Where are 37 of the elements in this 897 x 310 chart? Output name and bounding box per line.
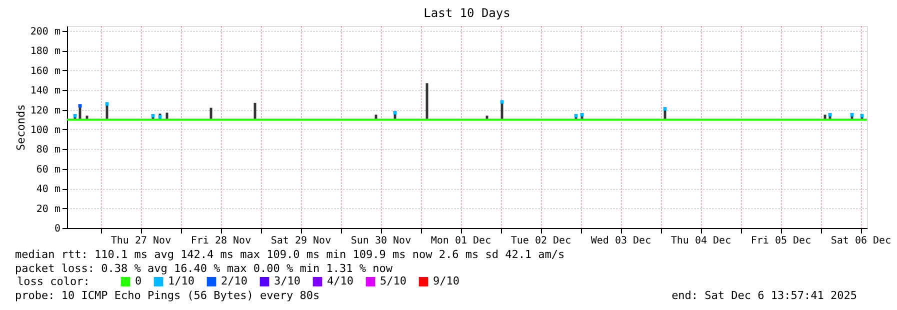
- x-tick-label: Thu 04 Dec: [670, 236, 732, 246]
- text: packet loss: 0.38 % avg 16.40 % max 0.00 % min 1.31 % now: [15, 262, 393, 275]
- text: end: Sat Dec 6 13:57:41 2025: [672, 289, 857, 302]
- y-tick-label: 20 m: [36, 204, 60, 215]
- bar: [426, 83, 428, 120]
- legend-label: 4/10: [327, 274, 354, 288]
- x-tick-label: Sat 29 Nov: [270, 236, 332, 246]
- legend-label: 1/10: [168, 274, 194, 288]
- y-axis-title: Seconds: [14, 104, 28, 151]
- text: median rtt: 110.1 ms avg 142.4 ms max 109.0 ms min 109.9 ms now 2.6 ms sd 42.1 am/s: [15, 248, 565, 261]
- legend-label: 9/10: [433, 274, 460, 288]
- x-tick-label: Tue 02 Dec: [510, 236, 572, 246]
- y-tick-label: 140 m: [30, 86, 60, 97]
- x-tick-label: Wed 03 Dec: [590, 236, 652, 246]
- y-tick-label: 80 m: [36, 144, 60, 156]
- y-tick-label: 160 m: [30, 66, 60, 77]
- y-tick-label: 200 m: [30, 26, 60, 38]
- y-tick-label: 100 m: [30, 124, 60, 136]
- y-tick-label: 0: [54, 224, 60, 234]
- y-tick-label: 120 m: [30, 105, 60, 116]
- x-tick-label: Sat 06 Dec: [830, 236, 892, 246]
- x-tick-label: Sun 30 Nov: [350, 236, 412, 246]
- x-tick-label: Mon 01 Dec: [430, 236, 492, 246]
- y-tick-label: 60 m: [36, 164, 60, 176]
- x-tick-label: Fri 28 Nov: [190, 236, 252, 246]
- x-tick-label: Fri 05 Dec: [750, 236, 812, 246]
- x-tick-label: Thu 27 Nov: [110, 236, 172, 246]
- legend-label: 0: [135, 274, 142, 288]
- y-tick-label: 40 m: [36, 184, 60, 196]
- legend-label: 3/10: [274, 274, 300, 288]
- legend-label: 5/10: [380, 274, 406, 288]
- text: probe: 10 ICMP Echo Pings (56 Bytes) every 80s: [15, 289, 320, 302]
- y-tick-label: 180 m: [30, 46, 60, 58]
- legend-label: 2/10: [221, 274, 248, 288]
- chart-title: Last 10 Days: [424, 6, 510, 20]
- legend-title: loss color:: [17, 275, 90, 288]
- bar: [254, 102, 256, 120]
